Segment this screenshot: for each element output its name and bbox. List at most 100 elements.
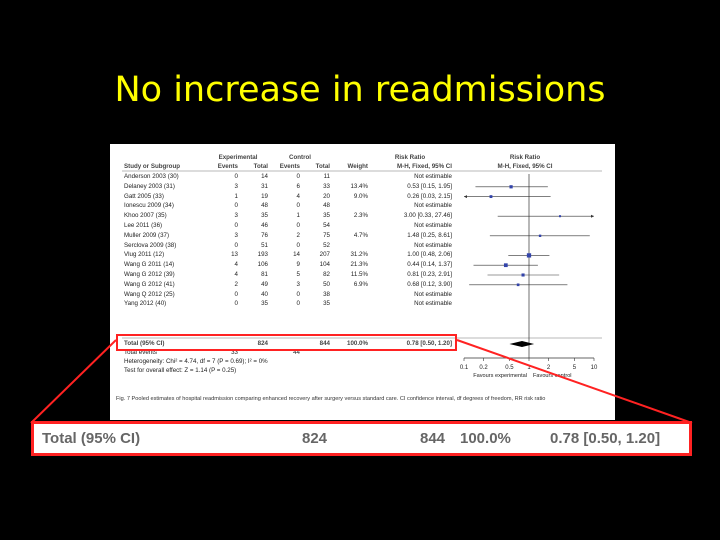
study-name: Yang 2012 (40) (124, 300, 167, 308)
header-events: Events (217, 163, 238, 170)
study-name: Lee 2011 (36) (124, 222, 163, 229)
study-c-ev: 4 (296, 192, 300, 200)
pooled-diamond (509, 341, 535, 347)
study-c-ev: 0 (296, 241, 300, 249)
zoom-weight: 100.0% (460, 430, 511, 447)
ci-arrow-right (591, 214, 594, 218)
zoom-total-label: Total (95% CI) (42, 430, 141, 447)
study-e-ev: 4 (234, 271, 238, 278)
total-row-weight: 100.0% (347, 340, 368, 347)
point-marker (489, 195, 493, 199)
connector-right (456, 339, 693, 424)
total-row-ctrl-total: 844 (319, 340, 330, 347)
total-row-exp-total: 824 (257, 340, 268, 347)
study-c-ev: 0 (296, 222, 300, 229)
connector-left (30, 339, 117, 424)
zoom-ctrl-total: 844 (420, 430, 446, 447)
study-rr: Not estimable (414, 173, 452, 180)
study-c-ev: 6 (296, 182, 300, 190)
study-e-ev: 4 (234, 261, 238, 269)
study-e-ev: 0 (234, 222, 238, 229)
study-rr: 1.00 [0.48, 2.06] (407, 251, 452, 259)
study-c-tot: 75 (323, 231, 330, 239)
study-rr: Not estimable (414, 241, 452, 249)
study-e-ev: 3 (234, 182, 238, 190)
ci-arrow-left (464, 195, 467, 199)
study-name: Serclova 2009 (38) (124, 241, 177, 249)
x-tick-label: 1 (527, 365, 531, 371)
total-row-label: Total (95% CI) (124, 340, 165, 347)
study-e-tot: 193 (257, 251, 268, 259)
forest-plot-figure: Experimental Control Risk Ratio Risk Rat… (110, 144, 615, 420)
study-name: Wang G 2012 (41) (124, 280, 175, 288)
study-name: Delaney 2003 (31) (124, 182, 175, 190)
point-marker (538, 234, 542, 237)
study-rr: Not estimable (414, 290, 452, 298)
study-weight: 21.3% (350, 261, 368, 269)
study-e-ev: 3 (234, 231, 238, 239)
study-c-ev: 0 (296, 290, 300, 298)
study-name: Wang Q 2012 (25) (124, 290, 175, 298)
highlight-total-row-box (116, 334, 457, 351)
favours-left-label: Favours experimental (473, 373, 527, 379)
header-method-plot: M-H, Fixed, 95% CI (497, 163, 553, 170)
study-weight: 31.2% (350, 251, 368, 259)
study-c-ev: 14 (293, 251, 300, 259)
x-tick-label: 0.2 (479, 365, 488, 371)
study-e-ev: 0 (234, 300, 238, 308)
study-e-tot: 48 (261, 202, 268, 210)
zoom-rr: 0.78 [0.50, 1.20] (550, 430, 661, 447)
study-e-tot: 19 (261, 192, 268, 200)
study-name: Wang G 2012 (39) (124, 271, 175, 278)
study-rr: 3.00 [0.33, 27.46] (403, 212, 452, 220)
study-e-tot: 46 (261, 222, 268, 229)
point-marker (503, 263, 508, 268)
study-name: Ionescu 2009 (34) (124, 202, 174, 210)
study-name: Wang G 2011 (14) (124, 261, 175, 269)
header-weight: Weight (347, 163, 368, 170)
x-tick-label: 0.1 (460, 365, 469, 371)
study-e-ev: 2 (234, 280, 238, 288)
study-e-tot: 81 (261, 271, 268, 278)
study-c-tot: 207 (319, 251, 330, 259)
study-c-ev: 0 (296, 300, 300, 308)
study-c-ev: 9 (296, 261, 300, 269)
study-rr: 0.26 [0.03, 2.15] (407, 192, 452, 200)
study-weight: 9.0% (353, 192, 368, 200)
header-method: M-H, Fixed, 95% CI (396, 163, 452, 170)
study-rr: Not estimable (414, 222, 452, 229)
study-e-tot: 35 (261, 300, 268, 308)
study-e-ev: 13 (231, 251, 238, 259)
study-rr: 0.53 [0.15, 1.95] (407, 182, 452, 190)
figure-caption: Fig. 7 Pooled estimates of hospital read… (116, 396, 546, 402)
study-e-tot: 40 (261, 290, 268, 298)
study-e-ev: 0 (234, 173, 238, 180)
study-rr: Not estimable (414, 202, 452, 210)
study-name: Muller 2009 (37) (124, 231, 170, 239)
header-experimental: Experimental (218, 154, 258, 161)
study-rr: 1.48 [0.25, 8.61] (407, 231, 452, 239)
study-weight: 11.5% (350, 271, 368, 278)
header-study: Study or Subgroup (124, 163, 181, 170)
study-name: Anderson 2003 (30) (124, 173, 179, 180)
study-c-tot: 54 (323, 222, 330, 229)
study-e-ev: 0 (234, 241, 238, 249)
total-events-label: Total events (124, 349, 158, 356)
zoom-total-row: Total (95% CI) 824 844 100.0% 0.78 [0.50… (31, 421, 692, 456)
study-e-ev: 0 (234, 202, 238, 210)
study-c-tot: 104 (319, 261, 330, 269)
study-e-tot: 76 (261, 231, 268, 239)
header-control: Control (289, 154, 311, 161)
study-c-tot: 48 (323, 202, 330, 210)
header-risk-ratio: Risk Ratio (394, 154, 426, 161)
study-e-tot: 14 (261, 173, 268, 180)
study-c-tot: 50 (323, 280, 330, 288)
study-c-ev: 0 (296, 173, 300, 180)
total-events-exp: 33 (231, 349, 238, 356)
total-events-ctrl: 44 (293, 349, 300, 356)
study-e-tot: 49 (261, 280, 268, 288)
favours-right-label: Favours control (533, 373, 572, 379)
study-rr: Not estimable (414, 300, 452, 308)
